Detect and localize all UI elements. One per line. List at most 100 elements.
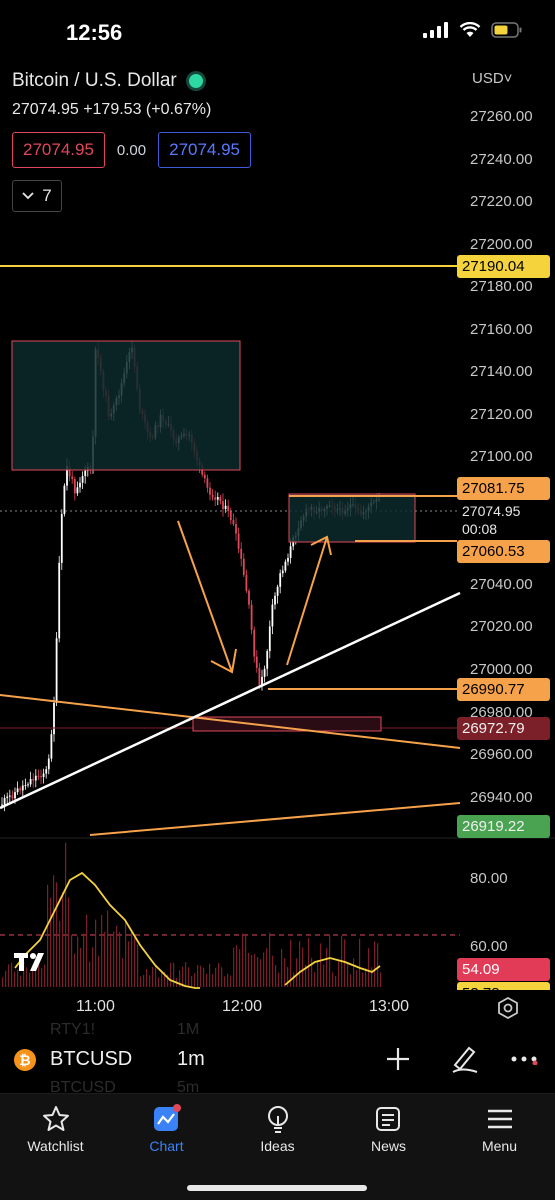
price-change-line: 27074.95 +179.53 (+0.67%) <box>12 101 457 119</box>
volume-bar <box>260 959 262 987</box>
volume-bar <box>179 970 181 987</box>
candle-body <box>216 497 219 500</box>
candle-body <box>261 676 263 686</box>
tradingview-logo <box>14 953 44 971</box>
candle-body <box>227 505 230 512</box>
candle-body <box>258 667 261 686</box>
time-tick: 13:00 <box>369 998 410 1015</box>
indicators-toggle-button[interactable]: 7 <box>12 180 62 212</box>
axis-tick: 27120.00 <box>470 406 533 423</box>
spread-value: 0.00 <box>116 141 147 159</box>
volume-bar <box>41 968 43 987</box>
status-icons <box>423 22 523 38</box>
currency-selector[interactable]: USD˅ <box>472 70 513 87</box>
down-arrow-annotation <box>177 520 237 674</box>
nav-watchlist[interactable]: Watchlist <box>0 1094 111 1169</box>
candle-body <box>232 520 235 524</box>
candle-body <box>3 797 6 805</box>
resistance-price-tag: 27190.04 <box>457 255 550 278</box>
volume-bar <box>299 941 301 987</box>
buy-button[interactable]: 27074.95 <box>158 132 252 168</box>
box-top-price-tag: 27081.75 <box>457 477 550 500</box>
volume-bar <box>254 954 256 987</box>
candle-body <box>71 476 74 480</box>
volume-bar <box>314 972 316 987</box>
candle-body <box>8 795 11 797</box>
rsi-secondary-tag-clip: 53.78 <box>457 982 550 990</box>
volume-bar <box>86 914 88 987</box>
candle-body <box>276 586 279 596</box>
nav-label: Watchlist <box>27 1138 84 1154</box>
rsi-line-segment <box>284 957 381 986</box>
candle-body <box>245 574 248 591</box>
candle-body <box>224 505 227 509</box>
volume-bar <box>137 944 139 987</box>
volume-bar <box>125 921 127 987</box>
candle-body <box>63 485 66 515</box>
volume-bar <box>224 976 226 987</box>
descending-trendline <box>0 694 461 749</box>
volume-bar <box>14 971 16 987</box>
support-price-tag: 26990.77 <box>457 678 550 701</box>
price-change: +179.53 <box>83 101 142 118</box>
volume-bar <box>221 967 223 987</box>
rsi-line <box>14 871 200 989</box>
candle-body <box>21 785 24 791</box>
candle-body <box>58 562 61 639</box>
interval-button[interactable]: 1m <box>177 1048 205 1070</box>
nav-news[interactable]: News <box>333 1094 444 1169</box>
chart-settings-icon[interactable] <box>497 997 519 1019</box>
volume-bar <box>104 931 106 987</box>
symbol-name[interactable]: Bitcoin / U.S. Dollar <box>12 70 177 91</box>
volume-bar <box>95 919 97 987</box>
more-options-icon[interactable] <box>510 1053 538 1065</box>
volume-bar <box>11 962 13 987</box>
volume-bar <box>80 948 82 987</box>
volume-bar <box>101 914 103 987</box>
candle-body <box>281 570 284 574</box>
axis-tick: 27260.00 <box>470 108 533 125</box>
volume-bar <box>23 961 25 987</box>
add-icon[interactable] <box>384 1045 412 1073</box>
volume-bar <box>134 937 136 987</box>
volume-bar <box>140 976 142 987</box>
volume-bar <box>155 965 157 987</box>
ghost-interval: 1M <box>177 1021 200 1038</box>
candle-body <box>289 546 292 558</box>
bitcoin-logo-icon: ₿ <box>14 1049 36 1071</box>
volume-bar <box>83 933 85 987</box>
candle-body <box>237 533 240 549</box>
volume-bar <box>242 933 244 987</box>
volume-bar <box>338 961 340 987</box>
status-bar: 12:56 <box>0 0 555 62</box>
last-price-label: 27074.95 <box>462 503 521 519</box>
volume-bar <box>266 948 268 987</box>
volume-bar <box>245 933 247 987</box>
candle-body <box>50 734 53 759</box>
price-change-percent: (+0.67%) <box>145 101 212 118</box>
volume-bar <box>98 955 100 987</box>
candle-body <box>68 466 71 477</box>
axis-tick: 27020.00 <box>470 618 533 635</box>
axis-tick: 27220.00 <box>470 193 533 210</box>
drawing-tools-icon[interactable] <box>450 1043 480 1075</box>
volume-bar <box>227 973 229 987</box>
nav-menu[interactable]: Menu <box>444 1094 555 1169</box>
indicator-axis-tick: 60.00 <box>470 938 508 955</box>
candle-body <box>76 487 79 494</box>
volume-bar <box>320 943 322 987</box>
star-icon <box>42 1106 69 1131</box>
nav-chart[interactable]: Chart <box>111 1094 222 1169</box>
candle-body <box>47 758 50 770</box>
volume-bar <box>374 941 376 987</box>
symbol-toolbar: RTY1! 1M BTCUSD 5m ₿ BTCUSD 1m <box>0 1021 555 1096</box>
volume-bar <box>356 970 358 987</box>
chart-canvas[interactable] <box>0 0 555 1025</box>
nav-ideas[interactable]: Ideas <box>222 1094 333 1169</box>
volume-bar <box>275 965 277 987</box>
volume-bar <box>326 947 328 987</box>
symbol-ticker-button[interactable]: BTCUSD <box>50 1048 133 1070</box>
candle-body <box>55 638 58 703</box>
sell-button[interactable]: 27074.95 <box>12 132 105 168</box>
axis-tick: 27200.00 <box>470 236 533 253</box>
